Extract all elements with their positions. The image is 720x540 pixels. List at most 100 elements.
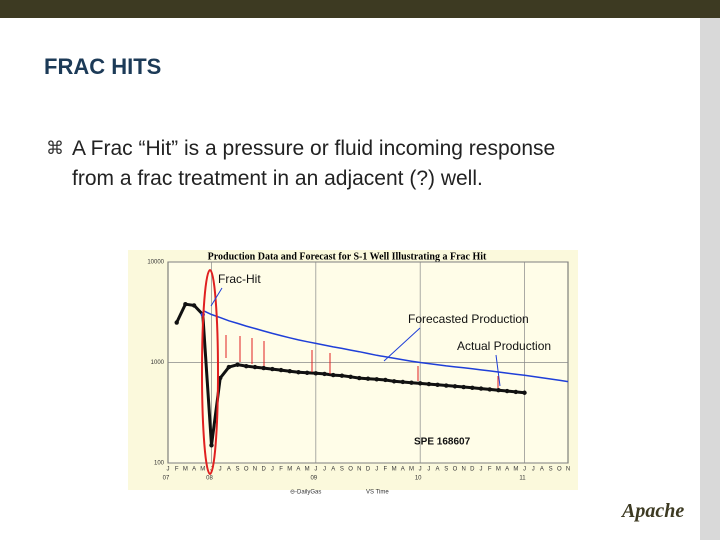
- x-tick-label: A: [540, 467, 544, 473]
- x-tick-label: S: [236, 467, 240, 473]
- x-tick-label: M: [392, 467, 397, 473]
- data-point: [496, 388, 501, 393]
- x-tick-label: M: [287, 467, 292, 473]
- difference-arrows: [225, 335, 499, 388]
- x-tick-label: J: [375, 467, 378, 473]
- data-point: [217, 375, 223, 381]
- data-point: [461, 384, 466, 390]
- footer-label: VS Time: [366, 490, 389, 496]
- x-tick-label: O: [244, 467, 249, 473]
- x-year-label: 10: [415, 476, 422, 482]
- x-tick-label: A: [401, 467, 405, 473]
- x-tick-label: O: [557, 467, 562, 473]
- data-point: [470, 385, 475, 391]
- x-tick-label: D: [366, 467, 371, 473]
- data-point: [374, 377, 379, 382]
- footer-label: ⊖-DailyGas: [290, 490, 321, 496]
- annotation: Forecasted Production: [408, 312, 529, 326]
- x-tick-label: M: [409, 467, 414, 473]
- data-point: [348, 374, 353, 380]
- x-tick-label: D: [470, 467, 475, 473]
- x-tick-label: F: [279, 467, 283, 473]
- x-tick-label: A: [227, 467, 231, 473]
- x-tick-label: O: [348, 467, 353, 473]
- data-point: [270, 366, 275, 372]
- logo: Apache: [622, 500, 685, 522]
- x-year-label: 08: [206, 476, 213, 482]
- chart-title: Production Data and Forecast for S-1 Wel…: [208, 251, 487, 262]
- series-line: [202, 309, 569, 383]
- y-tick-label: 1000: [151, 360, 165, 366]
- x-tick-label: J: [419, 467, 422, 473]
- data-point: [452, 384, 458, 389]
- data-point: [252, 364, 258, 370]
- x-tick-label: M: [305, 467, 310, 473]
- bullet-text: A Frac “Hit” is a pressure or fluid inco…: [72, 137, 556, 190]
- data-point: [304, 370, 310, 375]
- data-point: [391, 379, 397, 384]
- data-point: [365, 376, 371, 381]
- data-point: [209, 443, 214, 448]
- side-bar: [700, 18, 720, 540]
- x-tick-label: A: [436, 467, 440, 473]
- x-tick-label: J: [523, 467, 526, 473]
- data-point: [244, 363, 249, 369]
- x-tick-label: A: [505, 467, 509, 473]
- data-point: [296, 370, 301, 375]
- x-tick-label: O: [453, 467, 458, 473]
- data-point: [357, 375, 362, 381]
- data-point: [417, 381, 423, 386]
- data-point: [383, 377, 388, 383]
- x-tick-label: J: [314, 467, 317, 473]
- annotation: SPE 168607: [414, 437, 471, 448]
- x-tick-label: N: [357, 467, 361, 473]
- data-point: [513, 389, 519, 395]
- x-tick-label: F: [175, 467, 179, 473]
- data-point: [478, 386, 484, 391]
- data-point: [287, 368, 292, 374]
- x-tick-label: A: [331, 467, 335, 473]
- x-year-label: 07: [163, 476, 170, 482]
- data-point: [409, 380, 414, 385]
- x-tick-label: S: [340, 467, 344, 473]
- x-tick-label: M: [183, 467, 188, 473]
- data-point: [191, 303, 197, 308]
- bullet-symbol: ⌘: [46, 138, 64, 158]
- x-tick-label: F: [384, 467, 388, 473]
- data-point: [400, 379, 405, 385]
- x-tick-label: J: [480, 467, 483, 473]
- x-tick-label: F: [488, 467, 492, 473]
- data-point: [435, 382, 440, 387]
- frac-hit-ellipse: [201, 269, 219, 475]
- annotation-arrow: [210, 287, 223, 307]
- y-tick-label: 10000: [147, 260, 164, 266]
- data-point: [261, 365, 266, 371]
- data-point: [226, 364, 232, 370]
- x-tick-label: A: [296, 467, 300, 473]
- x-tick-label: N: [566, 467, 570, 473]
- data-point: [339, 373, 345, 378]
- data-point: [235, 362, 240, 367]
- x-tick-label: J: [323, 467, 326, 473]
- data-point: [313, 371, 319, 376]
- data-point: [487, 387, 492, 392]
- data-point: [444, 383, 449, 388]
- y-tick-label: 100: [154, 461, 165, 467]
- data-point: [278, 367, 284, 373]
- annotation-arrow: [383, 327, 421, 362]
- data-point: [322, 371, 327, 377]
- x-tick-label: A: [192, 467, 196, 473]
- data-point: [426, 381, 432, 387]
- x-tick-label: M: [496, 467, 501, 473]
- x-year-label: 11: [519, 476, 526, 482]
- x-tick-label: D: [261, 467, 266, 473]
- annotation: Frac-Hit: [218, 272, 261, 286]
- x-year-label: 09: [310, 476, 317, 482]
- data-point: [174, 320, 179, 325]
- x-tick-label: M: [200, 467, 205, 473]
- top-bar: [0, 0, 720, 18]
- x-tick-label: N: [253, 467, 257, 473]
- x-tick-label: J: [532, 467, 535, 473]
